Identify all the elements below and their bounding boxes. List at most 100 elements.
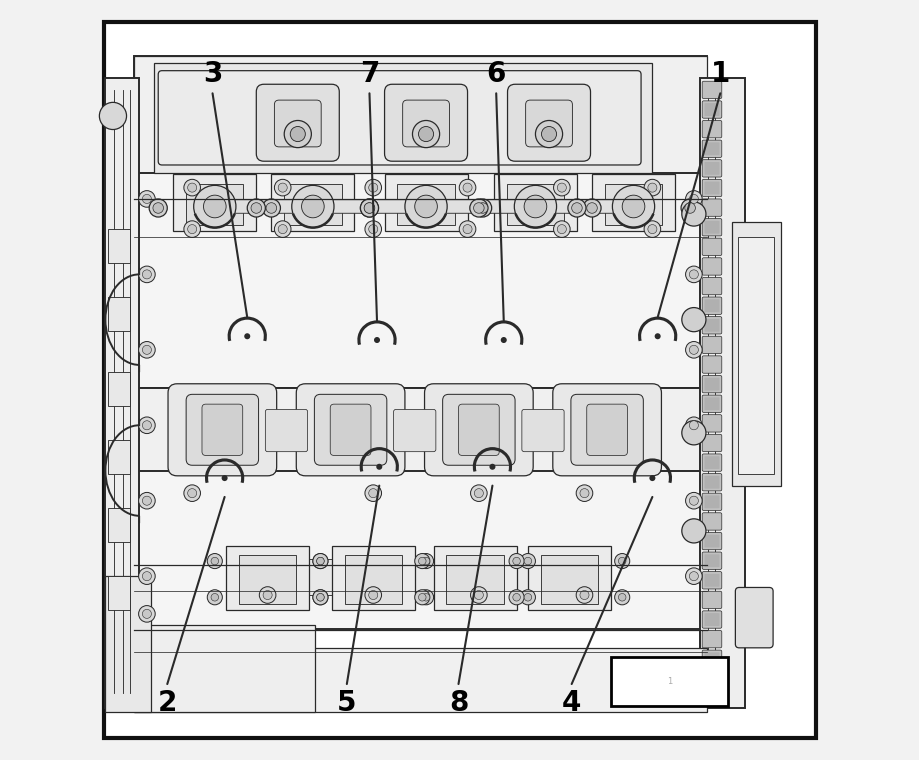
Circle shape <box>289 126 305 141</box>
FancyBboxPatch shape <box>554 200 614 214</box>
Circle shape <box>251 203 261 214</box>
FancyBboxPatch shape <box>521 410 563 451</box>
Circle shape <box>681 421 705 445</box>
Circle shape <box>360 199 378 217</box>
FancyBboxPatch shape <box>403 100 449 147</box>
FancyBboxPatch shape <box>704 613 719 626</box>
Circle shape <box>291 185 334 227</box>
FancyBboxPatch shape <box>704 299 719 312</box>
FancyBboxPatch shape <box>701 513 721 530</box>
FancyBboxPatch shape <box>704 476 719 489</box>
Circle shape <box>184 485 200 502</box>
FancyBboxPatch shape <box>592 174 675 230</box>
Text: 5: 5 <box>336 689 357 717</box>
Circle shape <box>316 557 323 565</box>
Circle shape <box>274 179 290 196</box>
FancyBboxPatch shape <box>540 555 597 604</box>
Circle shape <box>500 337 506 343</box>
Circle shape <box>316 594 323 601</box>
Circle shape <box>575 587 592 603</box>
FancyBboxPatch shape <box>384 84 467 161</box>
FancyBboxPatch shape <box>701 140 721 157</box>
Circle shape <box>681 202 705 226</box>
Circle shape <box>524 195 546 218</box>
FancyBboxPatch shape <box>701 493 721 511</box>
Circle shape <box>579 591 588 600</box>
FancyBboxPatch shape <box>330 404 370 455</box>
Circle shape <box>301 195 323 218</box>
Circle shape <box>139 417 155 433</box>
FancyBboxPatch shape <box>701 258 721 275</box>
FancyBboxPatch shape <box>604 184 662 225</box>
Circle shape <box>142 572 152 581</box>
Bar <box>108 508 130 542</box>
Bar <box>108 372 130 407</box>
Bar <box>134 173 707 388</box>
FancyBboxPatch shape <box>701 160 721 177</box>
FancyBboxPatch shape <box>445 200 516 214</box>
Circle shape <box>685 568 701 584</box>
Circle shape <box>462 183 471 192</box>
FancyBboxPatch shape <box>704 378 719 391</box>
FancyBboxPatch shape <box>704 672 719 685</box>
Bar <box>414 559 433 595</box>
Circle shape <box>139 266 155 283</box>
FancyBboxPatch shape <box>332 546 414 610</box>
Circle shape <box>284 121 311 147</box>
Circle shape <box>621 195 644 218</box>
Circle shape <box>612 185 654 227</box>
FancyBboxPatch shape <box>704 652 719 665</box>
Circle shape <box>520 553 535 568</box>
Circle shape <box>194 185 235 227</box>
FancyBboxPatch shape <box>586 404 627 455</box>
FancyBboxPatch shape <box>345 555 402 604</box>
Circle shape <box>365 587 381 603</box>
Circle shape <box>142 610 152 619</box>
Circle shape <box>473 203 483 214</box>
Circle shape <box>418 594 425 601</box>
Circle shape <box>360 199 378 217</box>
Circle shape <box>575 485 592 502</box>
Circle shape <box>153 203 164 214</box>
Circle shape <box>262 199 280 217</box>
Circle shape <box>557 225 566 233</box>
Circle shape <box>414 553 429 568</box>
Circle shape <box>187 183 197 192</box>
Circle shape <box>274 221 290 237</box>
FancyBboxPatch shape <box>701 297 721 315</box>
Circle shape <box>244 333 250 339</box>
FancyBboxPatch shape <box>701 473 721 491</box>
Bar <box>108 229 130 263</box>
Circle shape <box>618 594 625 601</box>
FancyBboxPatch shape <box>701 277 721 295</box>
Bar <box>154 63 652 173</box>
Bar <box>731 222 780 486</box>
Circle shape <box>685 417 701 433</box>
Circle shape <box>139 606 155 622</box>
FancyBboxPatch shape <box>525 100 572 147</box>
Circle shape <box>418 553 433 568</box>
Circle shape <box>99 103 127 129</box>
FancyBboxPatch shape <box>233 200 294 214</box>
FancyBboxPatch shape <box>507 84 590 161</box>
Circle shape <box>618 557 625 565</box>
Circle shape <box>142 496 152 505</box>
FancyBboxPatch shape <box>202 404 243 455</box>
FancyBboxPatch shape <box>701 121 721 138</box>
FancyBboxPatch shape <box>704 574 719 587</box>
Circle shape <box>680 199 698 217</box>
FancyBboxPatch shape <box>701 336 721 353</box>
FancyBboxPatch shape <box>332 200 407 214</box>
Circle shape <box>184 221 200 237</box>
Bar <box>134 388 707 474</box>
Circle shape <box>470 485 487 502</box>
Circle shape <box>422 594 429 601</box>
Bar <box>516 559 528 595</box>
Circle shape <box>203 195 226 218</box>
Circle shape <box>614 553 630 568</box>
Circle shape <box>535 121 562 147</box>
Text: 6: 6 <box>486 61 505 88</box>
Circle shape <box>643 179 660 196</box>
Circle shape <box>654 333 660 339</box>
Circle shape <box>369 183 378 192</box>
